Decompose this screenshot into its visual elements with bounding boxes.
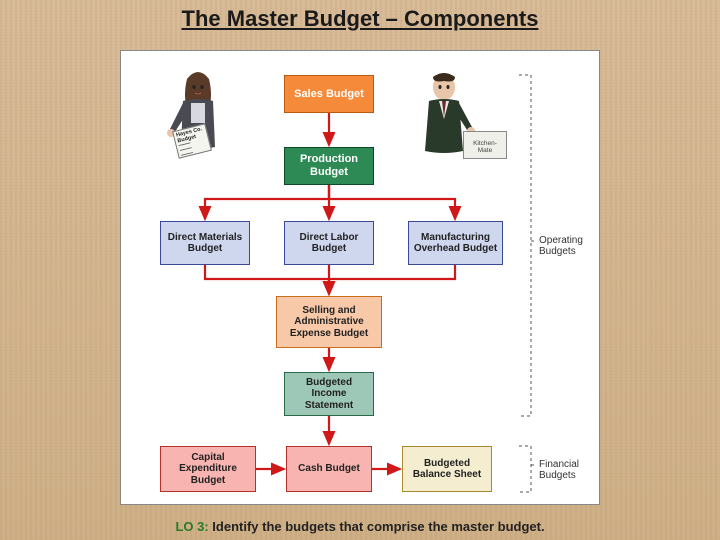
node-sell: Selling and Administrative Expense Budge…: [276, 296, 382, 348]
node-prod: Production Budget: [284, 147, 374, 185]
node-sales: Sales Budget: [284, 75, 374, 113]
operating-budgets-label: Operating Budgets: [539, 235, 599, 257]
lo-text: Identify the budgets that comprise the m…: [212, 519, 544, 534]
node-cap: Capital Expenditure Budget: [160, 446, 256, 492]
lo-number: LO 3:: [175, 519, 208, 534]
product-box-icon: Kitchen-Mate: [463, 131, 507, 159]
node-bis: Budgeted Income Statement: [284, 372, 374, 416]
product-label: Kitchen-Mate: [466, 134, 504, 154]
node-dl: Direct Labor Budget: [284, 221, 374, 265]
node-dm: Direct Materials Budget: [160, 221, 250, 265]
financial-budgets-label: Financial Budgets: [539, 459, 599, 481]
node-cash: Cash Budget: [286, 446, 372, 492]
footer-text: LO 3: Identify the budgets that comprise…: [0, 519, 720, 534]
diagram-container: Hayes Co. Budget ━━━━━━━━━━━━ Kitchen-Ma…: [120, 50, 600, 505]
node-moh: Manufacturing Overhead Budget: [408, 221, 503, 265]
node-bbs: Budgeted Balance Sheet: [402, 446, 492, 492]
page-title: The Master Budget – Components: [0, 0, 720, 32]
